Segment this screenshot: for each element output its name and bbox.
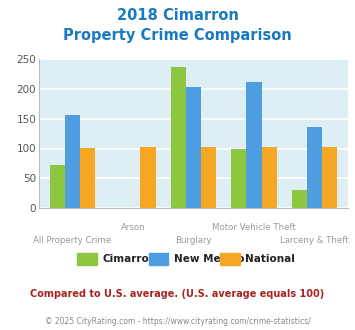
Text: National: National	[245, 254, 295, 264]
Text: All Property Crime: All Property Crime	[33, 236, 111, 245]
Text: Burglary: Burglary	[175, 236, 212, 245]
Bar	[231, 148, 246, 208]
Bar	[201, 147, 216, 208]
Bar	[292, 190, 307, 208]
Text: Compared to U.S. average. (U.S. average equals 100): Compared to U.S. average. (U.S. average …	[31, 289, 324, 299]
Bar	[246, 82, 262, 208]
Text: © 2025 CityRating.com - https://www.cityrating.com/crime-statistics/: © 2025 CityRating.com - https://www.city…	[45, 317, 310, 326]
Bar	[65, 115, 80, 208]
Text: Motor Vehicle Theft: Motor Vehicle Theft	[212, 223, 296, 232]
Bar	[80, 148, 95, 208]
Text: Larceny & Theft: Larceny & Theft	[280, 236, 349, 245]
Text: New Mexico: New Mexico	[174, 254, 244, 264]
Text: 2018 Cimarron: 2018 Cimarron	[116, 8, 239, 23]
Bar	[186, 87, 201, 208]
Text: Arson: Arson	[121, 223, 145, 232]
Bar	[171, 67, 186, 208]
Text: Property Crime Comparison: Property Crime Comparison	[63, 28, 292, 43]
Bar	[262, 147, 277, 208]
Bar	[50, 165, 65, 208]
Bar	[307, 126, 322, 208]
Bar	[141, 147, 155, 208]
Text: Cimarron: Cimarron	[102, 254, 156, 264]
Bar	[322, 147, 337, 208]
